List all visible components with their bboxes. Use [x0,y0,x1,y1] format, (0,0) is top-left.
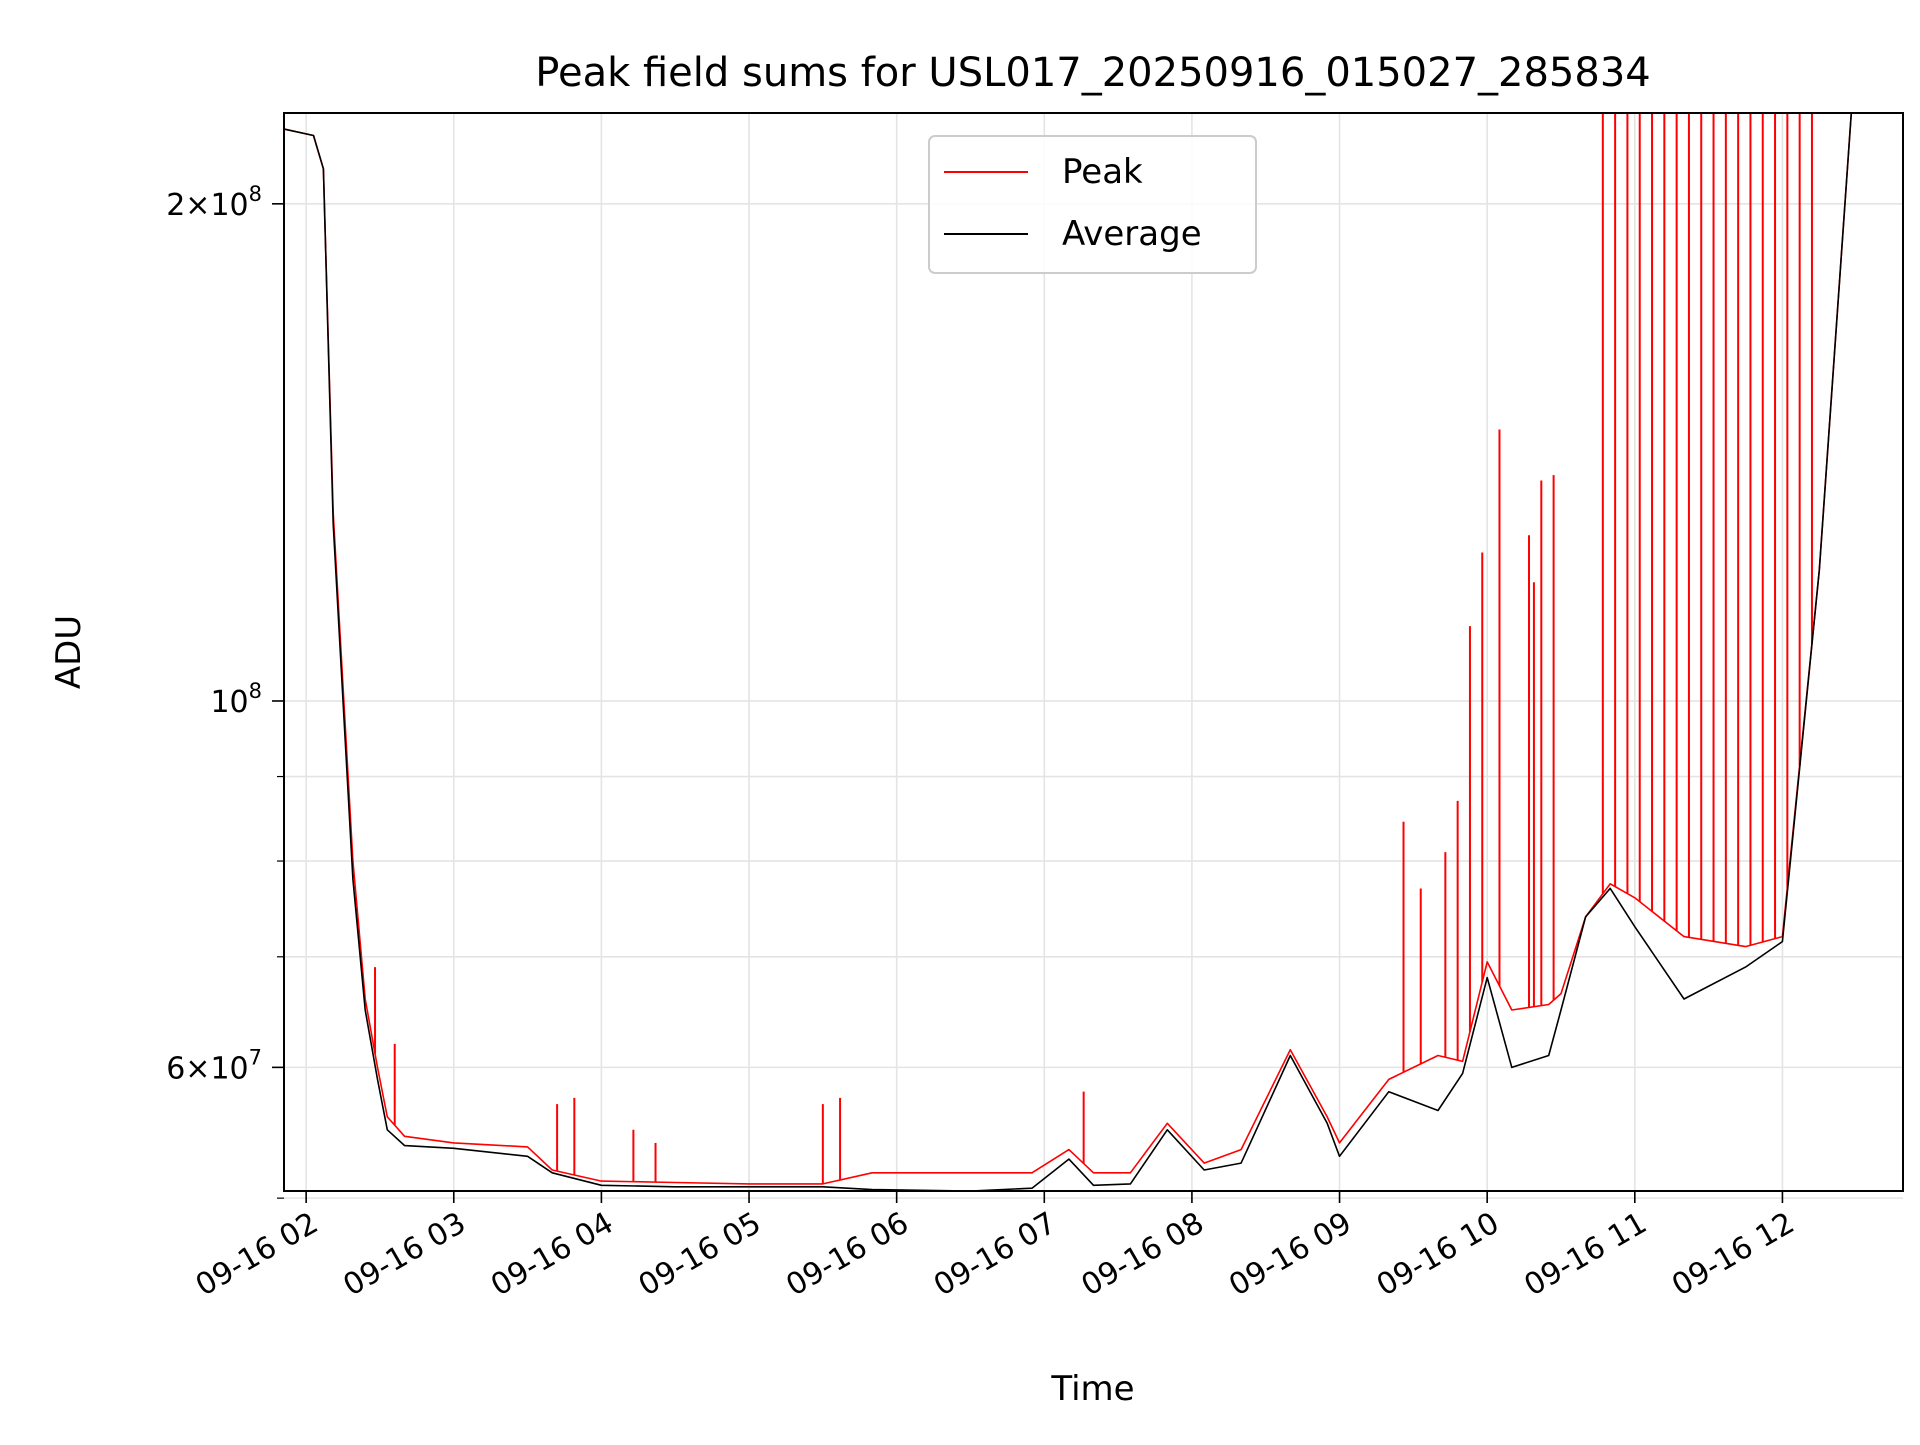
legend-peak-label: Peak [1062,152,1143,192]
legend: Peak Average [928,135,1257,274]
y-tick-label: 6×107 [166,1045,262,1086]
chart-title: Peak field sums for USL017_20250916_0150… [535,50,1650,96]
y-tick-label: 2×108 [166,182,262,223]
series-line-peak [284,113,1903,1185]
y-axis-label: ADU [49,615,89,689]
plot-frame [283,112,1904,1192]
series-layer [284,113,1903,1191]
y-axis: 2×108 108 6×107 [166,182,284,1199]
legend-average-label: Average [1062,214,1202,254]
legend-box [928,135,1257,274]
y-tick-label: 108 [210,679,262,720]
x-axis-label: Time [1050,1369,1134,1409]
grid [284,113,1903,1199]
series-line-average [284,113,1903,1191]
